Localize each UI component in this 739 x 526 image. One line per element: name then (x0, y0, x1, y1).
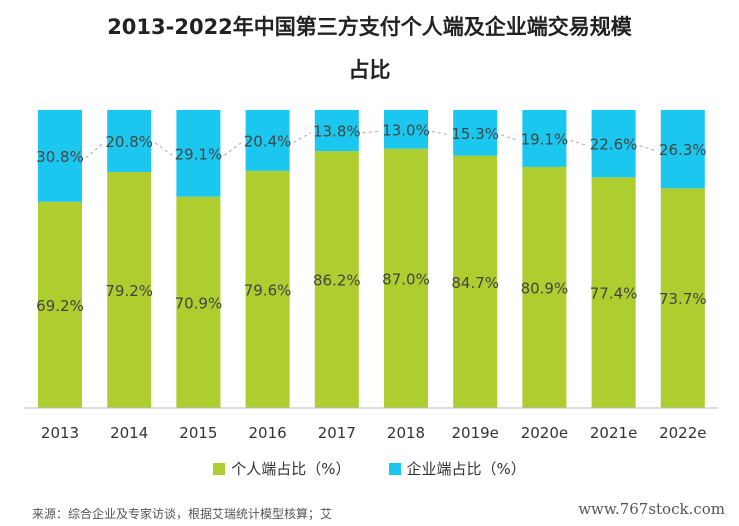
x-tick-label-2022e: 2022e (659, 424, 706, 442)
bar-enterprise-2022e (660, 110, 705, 189)
watermark: www.767stock.com (578, 500, 725, 518)
chart-title-line2: 占比 (348, 58, 391, 82)
data-label-personal-2020e: 80.9% (521, 279, 569, 297)
data-label-personal-2019e: 84.7% (451, 274, 499, 292)
data-label-enterprise-2014: 20.8% (105, 133, 153, 151)
data-label-enterprise-2017: 13.8% (313, 123, 361, 141)
data-label-enterprise-2021e: 22.6% (590, 136, 638, 154)
bar-personal-2018 (384, 148, 428, 409)
x-tick-label-2019e: 2019e (451, 424, 498, 442)
data-label-enterprise-2022e: 26.3% (659, 141, 707, 159)
legend-swatch-enterprise (388, 462, 401, 475)
x-tick-label-2014: 2014 (110, 424, 148, 442)
bar-enterprise-2018 (384, 110, 428, 149)
data-label-personal-2016: 79.6% (244, 281, 292, 299)
bar-personal-2017 (314, 151, 359, 408)
data-label-personal-2022e: 73.7% (659, 290, 707, 308)
bar-enterprise-2014 (107, 110, 152, 172)
bar-enterprise-2017 (314, 110, 359, 152)
data-label-enterprise-2018: 13.0% (382, 121, 430, 139)
bar-personal-2016 (245, 170, 290, 408)
bar-enterprise-2016 (245, 110, 290, 171)
x-tick-label-2020e: 2020e (521, 424, 568, 442)
chart-title-line1: 2013-2022年中国第三方支付个人端及企业端交易规模 (107, 15, 632, 39)
legend-item-enterprise: 企业端占比（%） (388, 458, 526, 479)
legend: 个人端占比（%） 企业端占比（%） (0, 458, 739, 479)
bar-enterprise-2020e (522, 110, 567, 167)
legend-swatch-personal (213, 462, 226, 475)
bar-personal-2022e (660, 188, 705, 408)
data-label-enterprise-2015: 29.1% (175, 145, 223, 163)
source-note: 来源：综合企业及专家访谈，根据艾瑞统计模型核算；艾 (32, 507, 333, 521)
x-tick-label-2018: 2018 (387, 424, 425, 442)
data-label-personal-2014: 79.2% (105, 282, 153, 300)
data-label-personal-2013: 69.2% (36, 297, 84, 315)
x-tick-label-2016: 2016 (249, 424, 287, 442)
bar-enterprise-2019e (453, 110, 498, 156)
x-tick-label-2021e: 2021e (590, 424, 637, 442)
data-label-enterprise-2019e: 15.3% (451, 125, 499, 143)
data-label-personal-2015: 70.9% (175, 294, 223, 312)
bar-enterprise-2015 (176, 110, 221, 197)
data-label-enterprise-2020e: 19.1% (521, 130, 569, 148)
bar-personal-2019e (453, 155, 498, 408)
legend-label-personal: 个人端占比（%） (231, 460, 351, 478)
data-label-enterprise-2013: 30.8% (36, 148, 84, 166)
data-label-personal-2017: 86.2% (313, 272, 361, 290)
enterprise-trend-line (85, 130, 657, 159)
bar-personal-2021e (591, 177, 636, 408)
x-tick-label-2017: 2017 (318, 424, 356, 442)
data-label-enterprise-2016: 20.4% (244, 132, 292, 150)
bar-personal-2013 (38, 201, 82, 408)
data-label-personal-2018: 87.0% (382, 270, 430, 288)
x-tick-label-2013: 2013 (41, 424, 79, 442)
bar-personal-2015 (176, 196, 221, 408)
bar-personal-2020e (522, 166, 567, 408)
x-tick-label-2015: 2015 (179, 424, 217, 442)
bar-enterprise-2013 (38, 110, 82, 202)
data-label-personal-2021e: 77.4% (590, 285, 638, 303)
legend-label-enterprise: 企业端占比（%） (406, 460, 526, 478)
legend-item-personal: 个人端占比（%） (213, 458, 351, 479)
bar-enterprise-2021e (591, 110, 636, 178)
bar-personal-2014 (107, 171, 152, 408)
